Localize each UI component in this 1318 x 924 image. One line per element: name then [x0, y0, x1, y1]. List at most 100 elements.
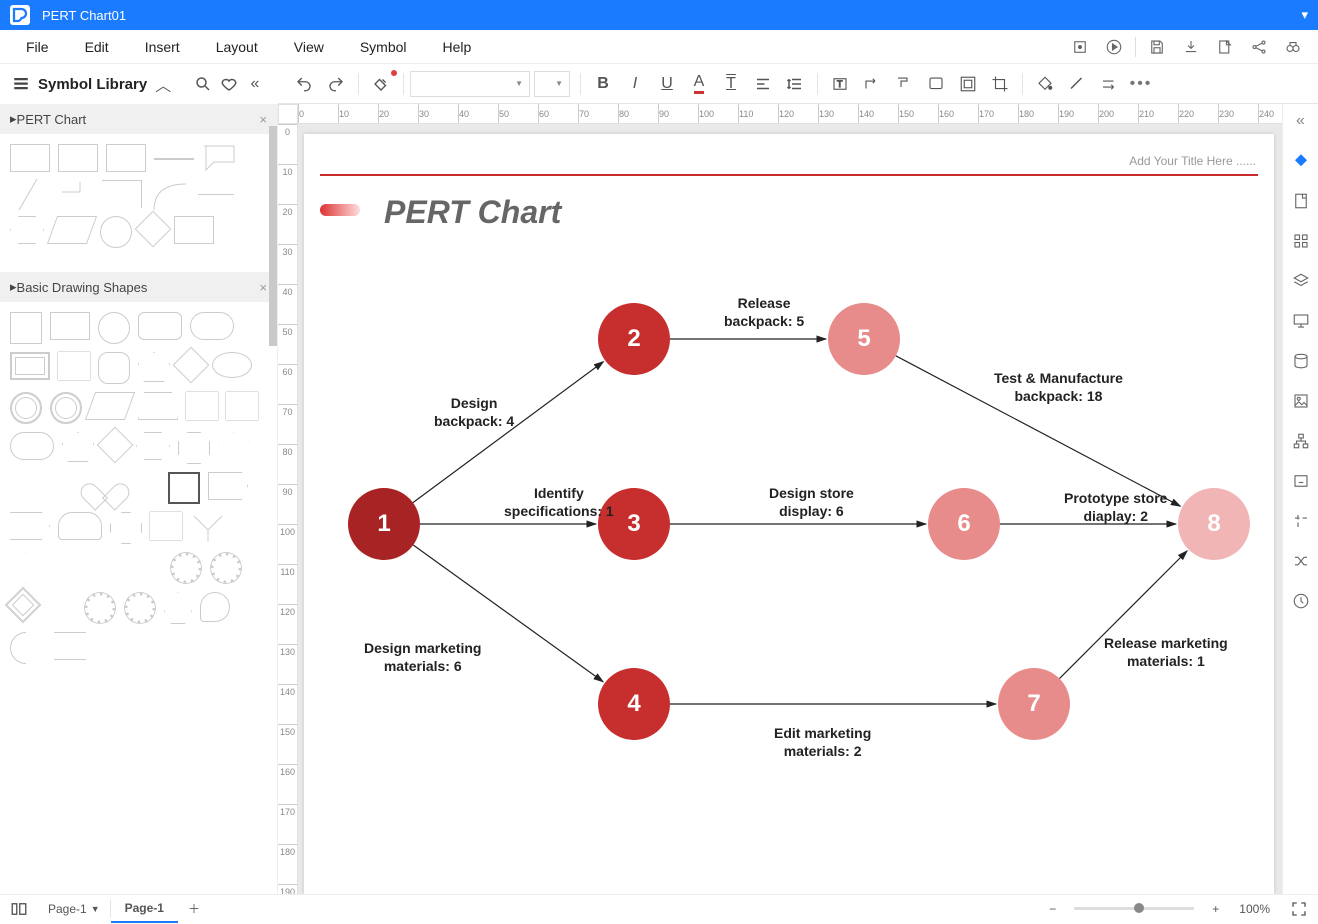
focus-icon[interactable] [1069, 36, 1091, 58]
shape-ddia[interactable] [5, 587, 42, 624]
shape-rcircle[interactable] [98, 352, 130, 384]
font-color-icon[interactable]: A [685, 70, 713, 98]
node-8[interactable]: 8 [1178, 488, 1250, 560]
shape-trap[interactable] [138, 392, 178, 420]
edge-label-3-6[interactable]: Design storedisplay: 6 [769, 484, 854, 520]
shape-diamond-s[interactable] [135, 211, 172, 248]
zoom-in-icon[interactable]: + [1202, 902, 1229, 916]
shape-star7[interactable] [130, 552, 162, 584]
node-1[interactable]: 1 [348, 488, 420, 560]
shape-tablegrid[interactable] [106, 144, 146, 172]
shape-circle[interactable] [98, 312, 130, 344]
edge-label-2-5[interactable]: Releasebackpack: 5 [724, 294, 804, 330]
shape-dbl-rect[interactable] [10, 352, 50, 380]
title-hint[interactable]: Add Your Title Here ...... [1129, 154, 1256, 168]
undo-icon[interactable] [290, 70, 318, 98]
shape-gear[interactable] [84, 592, 116, 624]
shape-drop[interactable] [164, 592, 192, 624]
edge-label-1-2[interactable]: Designbackpack: 4 [434, 394, 514, 430]
shape-corner[interactable] [102, 180, 142, 208]
shape-chev[interactable] [10, 512, 50, 540]
shape-seal[interactable] [170, 552, 202, 584]
shape-star[interactable] [128, 472, 160, 504]
add-page-icon[interactable]: ＋ [178, 900, 210, 917]
titlebar-dropdown-icon[interactable]: ▾ [1301, 7, 1308, 23]
shape-hexagon[interactable] [136, 432, 170, 460]
shape-burst[interactable] [218, 432, 250, 464]
zoom-slider[interactable] [1074, 907, 1194, 910]
shape-para[interactable] [47, 216, 97, 244]
menu-layout[interactable]: Layout [198, 35, 276, 59]
shape-cross[interactable] [110, 512, 142, 544]
search-icon[interactable] [192, 73, 214, 95]
line-spacing-icon[interactable] [781, 70, 809, 98]
zoom-out-icon[interactable]: − [1039, 902, 1066, 916]
edge-label-1-3[interactable]: Identifyspecifications: 1 [504, 484, 614, 520]
menu-edit[interactable]: Edit [67, 35, 127, 59]
shape-rounded2[interactable] [190, 312, 234, 340]
shape-donut2[interactable] [50, 392, 82, 424]
panel-basic-shapes[interactable]: ▸ Basic Drawing Shapes × [0, 272, 277, 302]
theme-icon[interactable] [1290, 150, 1312, 172]
node-5[interactable]: 5 [828, 303, 900, 375]
connector-icon[interactable] [858, 70, 886, 98]
shape-selected-square[interactable] [168, 472, 200, 504]
shuffle-icon[interactable] [1290, 550, 1312, 572]
play-icon[interactable] [1103, 36, 1125, 58]
edge-label-4-7[interactable]: Edit marketingmaterials: 2 [774, 724, 871, 760]
chart-title[interactable]: PERT Chart [384, 194, 561, 231]
zoom-level[interactable]: 100% [1229, 902, 1280, 916]
edge-label-7-8[interactable]: Release marketingmaterials: 1 [1104, 634, 1228, 670]
shape-tri3[interactable] [150, 512, 182, 540]
text-box-icon[interactable]: T [826, 70, 854, 98]
present-icon[interactable] [1290, 310, 1312, 332]
outline-view-icon[interactable] [0, 900, 38, 918]
menu-insert[interactable]: Insert [127, 35, 198, 59]
shape-table2[interactable] [58, 144, 98, 172]
expand-panel-icon[interactable]: « [1290, 110, 1312, 132]
shape-heart[interactable] [90, 472, 120, 500]
shape-table3[interactable] [10, 144, 50, 172]
canvas[interactable]: Add Your Title Here ...... PERT Chart 12… [298, 124, 1282, 894]
font-family-select[interactable]: ▼ [410, 71, 530, 97]
menu-view[interactable]: View [276, 35, 342, 59]
database-icon[interactable] [1290, 350, 1312, 372]
shape-arc[interactable] [150, 180, 190, 208]
shape-y[interactable] [190, 512, 230, 540]
shape-tri2[interactable] [186, 392, 218, 420]
shape-hline[interactable] [154, 158, 194, 160]
snap-icon[interactable] [1290, 510, 1312, 532]
shape-diamond2[interactable] [97, 427, 134, 464]
font-size-select[interactable]: ▼ [534, 71, 570, 97]
node-4[interactable]: 4 [598, 668, 670, 740]
shape-donut[interactable] [10, 392, 42, 424]
format-painter-icon[interactable] [367, 70, 395, 98]
text-effects-icon[interactable]: T [717, 70, 745, 98]
shape-rtri[interactable] [226, 392, 258, 420]
menu-symbol[interactable]: Symbol [342, 35, 425, 59]
shape-drop2[interactable] [200, 592, 230, 622]
shape-concave[interactable] [50, 632, 90, 660]
shape-parallel[interactable] [85, 392, 135, 420]
shape-4pt[interactable] [44, 592, 76, 624]
shape-line[interactable] [198, 194, 234, 195]
node-7[interactable]: 7 [998, 668, 1070, 740]
shape-rect[interactable] [50, 312, 90, 340]
library-collapse-icon[interactable]: ︿ [155, 72, 171, 96]
page-tab-1[interactable]: Page-1 [111, 895, 178, 923]
panel-pert-chart[interactable]: ▸ PERT Chart × [0, 104, 277, 134]
shape-bracket[interactable] [54, 180, 94, 208]
code-icon[interactable] [1290, 470, 1312, 492]
shape-rect-s[interactable] [174, 216, 214, 244]
panel-close-icon[interactable]: × [259, 112, 267, 127]
layers-icon[interactable] [1290, 270, 1312, 292]
favorite-icon[interactable] [218, 73, 240, 95]
shape-diamond[interactable] [173, 347, 210, 384]
shape-callout-icon[interactable] [890, 70, 918, 98]
edge-label-5-8[interactable]: Test & Manufacturebackpack: 18 [994, 369, 1123, 405]
fill-icon[interactable] [1031, 70, 1059, 98]
page[interactable]: Add Your Title Here ...... PERT Chart 12… [304, 134, 1274, 894]
binoculars-icon[interactable] [1282, 36, 1304, 58]
image-icon[interactable] [1290, 390, 1312, 412]
fullscreen-icon[interactable] [1280, 900, 1318, 918]
